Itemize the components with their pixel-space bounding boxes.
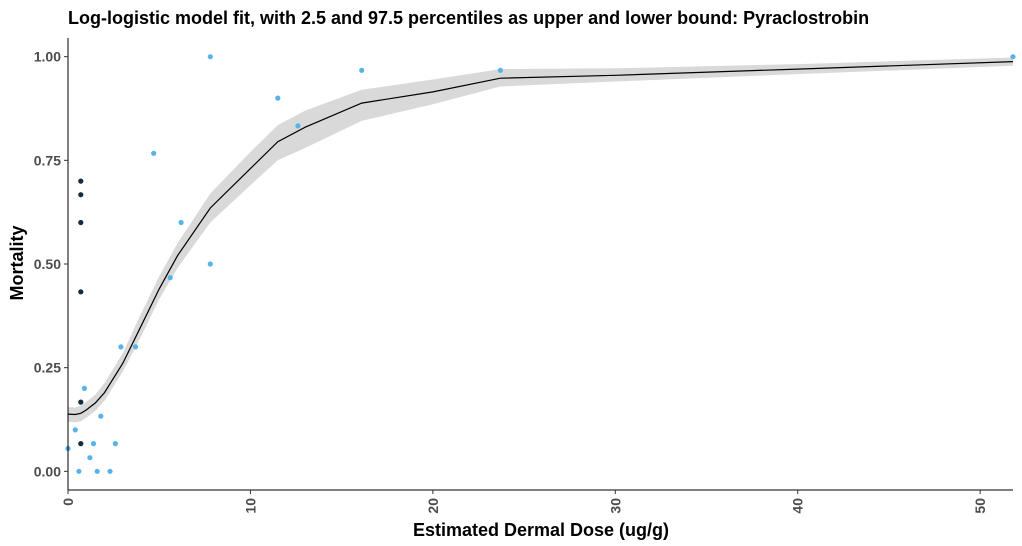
data-point	[81, 385, 87, 391]
points-layer	[65, 54, 1016, 474]
fit-line-layer	[67, 61, 1014, 416]
confidence-band-layer	[68, 57, 1013, 423]
x-tick-label: 30	[607, 498, 623, 514]
data-point	[178, 219, 184, 226]
data-point	[94, 468, 100, 474]
y-tick-label: 1.00	[34, 49, 61, 65]
plot-area	[65, 54, 1016, 474]
data-point	[207, 54, 213, 60]
data-point	[78, 192, 84, 198]
data-point	[207, 261, 213, 267]
data-point	[87, 455, 93, 461]
data-point	[295, 123, 301, 129]
y-tick-label: 0.75	[34, 152, 61, 168]
confidence-band	[68, 57, 1013, 423]
data-point	[132, 344, 139, 350]
y-axis-ticks: 0.00 0.25 0.50 0.75 1.00	[34, 49, 68, 479]
y-tick-label: 0.25	[34, 360, 61, 376]
data-point	[112, 441, 118, 447]
data-point	[359, 67, 365, 73]
x-tick-label: 40	[790, 498, 806, 514]
data-point	[78, 441, 84, 447]
data-point	[78, 289, 84, 295]
chart-title: Log-logistic model fit, with 2.5 and 97.…	[68, 8, 869, 28]
data-point	[78, 399, 84, 405]
data-point	[107, 468, 113, 474]
x-tick-label: 50	[972, 498, 988, 514]
data-point	[151, 150, 157, 156]
y-tick-label: 0.00	[34, 463, 61, 479]
data-point	[78, 178, 84, 184]
data-point	[1010, 54, 1016, 60]
fit-line	[67, 61, 1014, 416]
x-tick-label: 0	[60, 498, 76, 506]
data-point	[98, 413, 104, 419]
data-point	[78, 219, 84, 226]
data-point	[497, 67, 503, 73]
x-axis-title: Estimated Dermal Dose (ug/g)	[413, 520, 669, 540]
data-point	[90, 441, 97, 447]
data-point	[275, 95, 281, 101]
x-axis-ticks: 0 10 20 30 40 50	[60, 490, 988, 514]
x-tick-label: 20	[425, 498, 441, 514]
y-axis-title: Mortality	[7, 225, 27, 300]
data-point	[72, 427, 78, 433]
data-point	[167, 275, 173, 281]
y-tick-label: 0.50	[34, 256, 61, 272]
data-point	[118, 344, 124, 350]
x-tick-label: 10	[242, 498, 258, 514]
data-point	[76, 468, 82, 474]
